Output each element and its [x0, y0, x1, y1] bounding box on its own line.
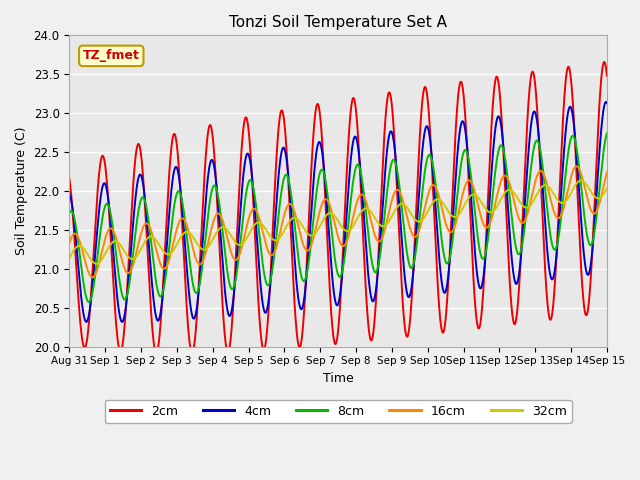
Title: Tonzi Soil Temperature Set A: Tonzi Soil Temperature Set A — [229, 15, 447, 30]
Y-axis label: Soil Temperature (C): Soil Temperature (C) — [15, 127, 28, 255]
X-axis label: Time: Time — [323, 372, 353, 385]
Legend: 2cm, 4cm, 8cm, 16cm, 32cm: 2cm, 4cm, 8cm, 16cm, 32cm — [104, 400, 572, 423]
Text: TZ_fmet: TZ_fmet — [83, 49, 140, 62]
